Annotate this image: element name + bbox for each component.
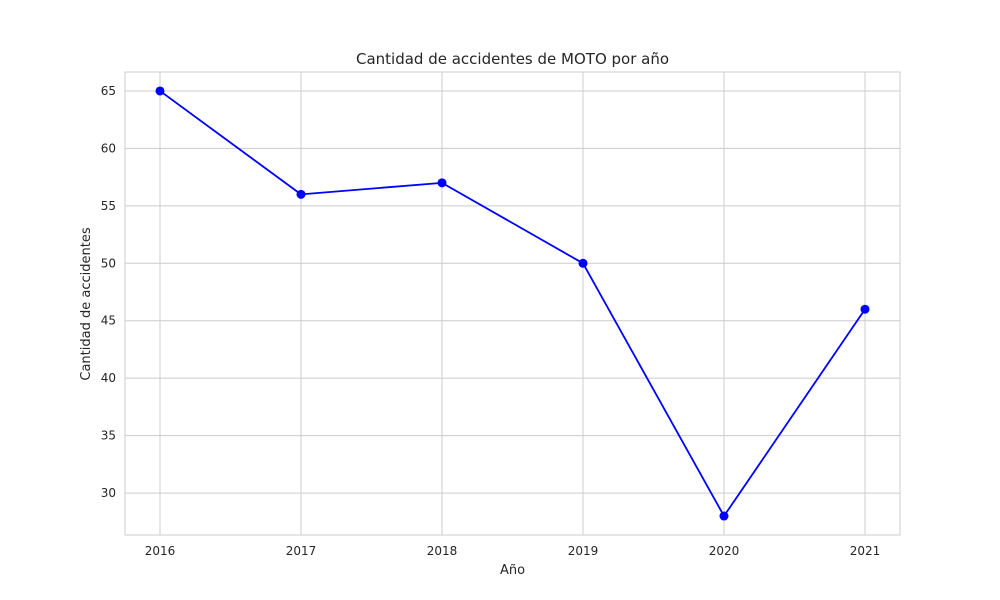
series-line [159, 90, 866, 517]
y-axis-label: Cantidad de accidentes [79, 227, 94, 380]
data-point [296, 189, 306, 199]
x-tick-label: 2021 [850, 544, 881, 558]
chart-title: Cantidad de accidentes de MOTO por año [356, 50, 669, 68]
data-point [719, 511, 729, 521]
plot-area [124, 71, 901, 536]
x-tick-label: 2020 [709, 544, 740, 558]
tick-labels: 30 35 40 45 50 55 60 65 2016 2017 2018 2019 2020 2021 [101, 84, 881, 558]
x-tick-label: 2019 [568, 544, 599, 558]
y-tick-label: 55 [101, 199, 116, 213]
grid [125, 72, 900, 535]
data-point [437, 178, 447, 188]
y-tick-label: 35 [101, 429, 116, 443]
data-point [860, 304, 870, 314]
data-point [155, 86, 165, 96]
x-axis-label: Año [500, 563, 525, 578]
y-tick-label: 60 [101, 141, 116, 155]
data-point [578, 258, 588, 268]
x-tick-label: 2017 [286, 544, 317, 558]
x-tick-label: 2018 [427, 544, 458, 558]
y-tick-label: 45 [101, 314, 116, 328]
x-tick-label: 2016 [145, 544, 176, 558]
y-tick-label: 65 [101, 84, 116, 98]
y-tick-label: 40 [101, 371, 116, 385]
y-tick-label: 50 [101, 256, 116, 270]
series-group [155, 86, 870, 521]
y-tick-label: 30 [101, 486, 116, 500]
